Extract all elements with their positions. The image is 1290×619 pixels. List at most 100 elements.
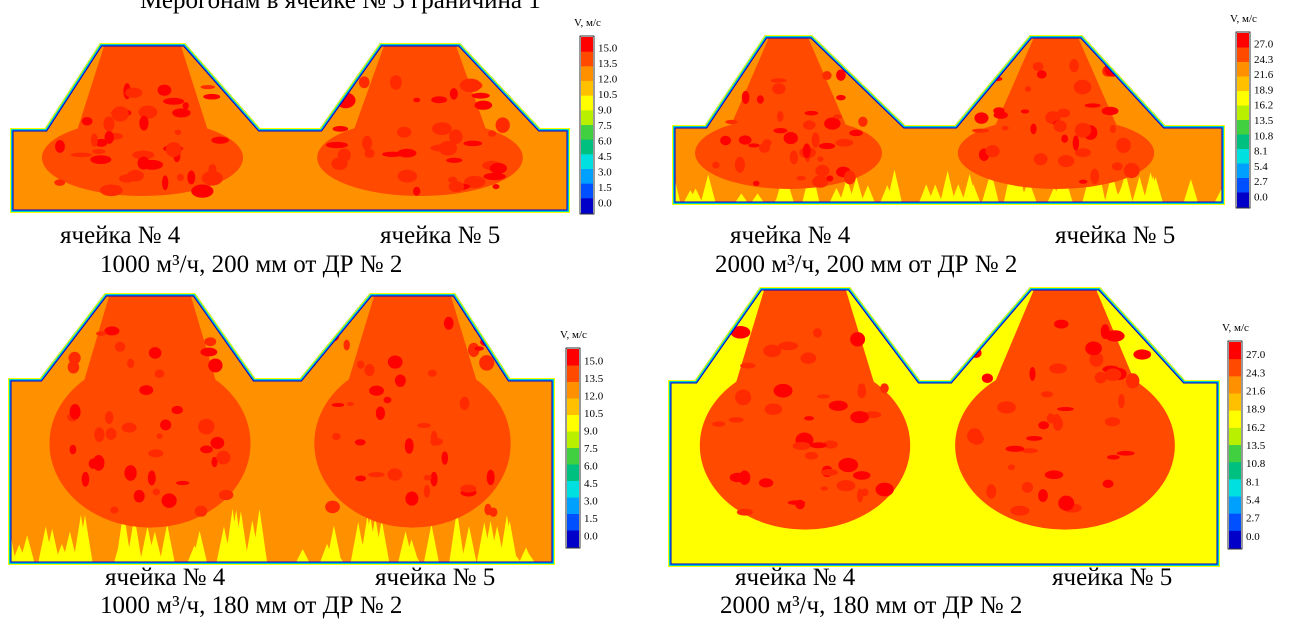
legend-swatch — [581, 154, 593, 170]
hot-spot — [802, 143, 811, 159]
hot-spot — [489, 162, 507, 174]
hot-spot — [972, 128, 990, 133]
hot-spot — [1106, 454, 1120, 460]
hot-spot — [849, 129, 863, 137]
hot-spot — [1005, 445, 1025, 452]
legend-swatch — [1229, 513, 1241, 532]
contour-plot — [8, 293, 555, 565]
legend-label: 8.1 — [1246, 476, 1260, 488]
low-speed-zone — [294, 549, 311, 565]
hot-spot — [783, 131, 798, 145]
hot-spot — [463, 175, 486, 189]
hot-spot — [1133, 349, 1152, 360]
legend-frame — [1227, 340, 1243, 550]
hot-spot — [332, 126, 349, 132]
low-speed-zone — [1106, 490, 1123, 567]
low-speed-zone — [351, 541, 368, 565]
hot-spot — [753, 180, 760, 187]
jet-zone — [987, 287, 1143, 400]
low-speed-zone — [1131, 176, 1148, 205]
low-speed-zone — [325, 525, 342, 565]
legend-swatch — [581, 110, 593, 126]
jet-zone — [730, 287, 880, 400]
legend-label: 6.0 — [584, 460, 598, 472]
hot-spot — [730, 326, 751, 339]
legend-title: V, м/с — [574, 17, 601, 29]
low-speed-zone — [498, 515, 515, 565]
cell-label: ячейка № 4 — [60, 222, 181, 249]
jet-zone — [79, 293, 221, 398]
hot-spot — [171, 405, 183, 415]
hot-spot — [211, 456, 218, 468]
low-speed-zone — [961, 173, 978, 205]
hot-spot — [104, 131, 114, 144]
legend-swatch — [581, 51, 593, 67]
hot-spot — [756, 95, 764, 104]
legend-swatch — [567, 431, 579, 449]
cell-label: ячейка № 5 — [1055, 222, 1175, 249]
cell-label: ячейка № 5 — [375, 564, 495, 591]
hot-spot — [858, 116, 868, 127]
hot-spot — [148, 449, 164, 458]
hot-spot — [1073, 79, 1092, 95]
wall-layer — [10, 43, 570, 213]
wall-layer — [672, 35, 1225, 205]
hot-spot — [176, 173, 184, 182]
hot-spot — [355, 475, 367, 482]
hot-spot — [880, 383, 889, 394]
legend-label: 0.0 — [584, 530, 598, 542]
hot-spot — [413, 97, 421, 103]
hot-spot — [818, 142, 836, 150]
legend-swatch — [1229, 376, 1241, 394]
legend-label: 18.9 — [1254, 84, 1274, 96]
hot-spot — [853, 471, 871, 480]
hot-spot — [804, 110, 819, 116]
hot-spot — [850, 332, 866, 347]
hot-spot — [81, 471, 90, 487]
hot-spot — [1116, 450, 1135, 456]
hot-spot — [96, 331, 107, 336]
legend-label: 13.5 — [598, 58, 618, 70]
low-speed-zone — [687, 188, 704, 205]
legend-label: 1.5 — [598, 182, 612, 194]
legend-swatch — [581, 183, 593, 199]
hot-spot — [738, 135, 752, 145]
legend-swatch — [567, 365, 579, 383]
low-speed-zone — [979, 190, 996, 205]
legend-swatch — [1237, 47, 1249, 63]
hot-spot — [838, 457, 859, 473]
hot-spot — [95, 138, 108, 147]
hot-spot — [735, 389, 752, 406]
hot-spot — [194, 505, 208, 517]
hot-spot — [208, 358, 223, 373]
hot-spot — [773, 383, 793, 398]
hot-spot — [1100, 324, 1110, 340]
hot-spot — [1054, 319, 1069, 329]
hot-spot — [811, 132, 820, 148]
hot-spot — [121, 422, 137, 433]
hot-spot — [463, 140, 483, 147]
hot-spot — [495, 117, 510, 133]
legend-label: 15.0 — [584, 356, 604, 368]
hot-spot — [1040, 391, 1053, 398]
hot-spot — [1101, 106, 1119, 116]
hot-spot — [423, 484, 431, 498]
hot-spot — [387, 468, 403, 481]
caption: 1000 м³/ч, 180 мм от ДР № 2 — [100, 592, 402, 619]
low-speed-zone — [53, 544, 70, 565]
low-speed-zone — [876, 479, 893, 567]
hot-spot — [748, 143, 760, 148]
hot-spot — [443, 316, 454, 330]
wall-layer — [8, 293, 555, 565]
hot-spot — [1020, 109, 1030, 114]
hot-spot — [736, 508, 753, 516]
low-speed-zone — [1213, 189, 1225, 205]
hot-spot — [1123, 162, 1140, 179]
hot-spot — [843, 170, 856, 185]
hot-spot — [789, 150, 798, 165]
low-speed-zone — [986, 495, 1003, 567]
hot-spot — [1010, 505, 1030, 516]
low-speed-zone — [191, 530, 208, 565]
hot-spot — [417, 422, 431, 429]
legend-label: 9.0 — [584, 426, 598, 438]
